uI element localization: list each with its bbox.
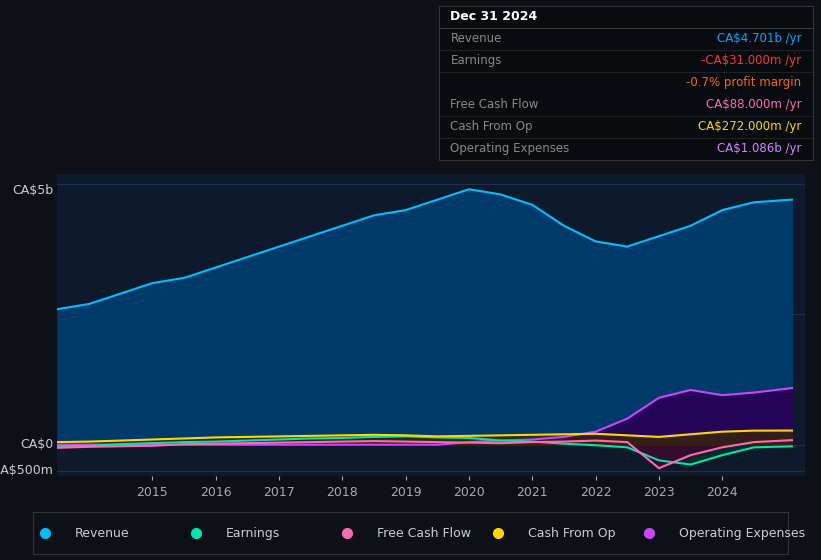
Text: Operating Expenses: Operating Expenses — [680, 527, 805, 540]
Text: CA$0: CA$0 — [21, 438, 53, 451]
Text: CA$4.701b /yr: CA$4.701b /yr — [717, 32, 801, 45]
Text: Operating Expenses: Operating Expenses — [451, 142, 570, 155]
Text: CA$272.000m /yr: CA$272.000m /yr — [698, 120, 801, 133]
Text: Free Cash Flow: Free Cash Flow — [378, 527, 471, 540]
Text: -CA$31.000m /yr: -CA$31.000m /yr — [701, 54, 801, 67]
Text: CA$1.086b /yr: CA$1.086b /yr — [717, 142, 801, 155]
Text: Dec 31 2024: Dec 31 2024 — [451, 10, 538, 23]
Text: CA$88.000m /yr: CA$88.000m /yr — [706, 98, 801, 111]
Text: Revenue: Revenue — [451, 32, 502, 45]
Text: -CA$500m: -CA$500m — [0, 464, 53, 477]
Text: Cash From Op: Cash From Op — [529, 527, 616, 540]
Text: -0.7% profit margin: -0.7% profit margin — [686, 76, 801, 89]
Text: Earnings: Earnings — [451, 54, 502, 67]
Text: Cash From Op: Cash From Op — [451, 120, 533, 133]
Text: Revenue: Revenue — [76, 527, 130, 540]
Text: Earnings: Earnings — [227, 527, 281, 540]
Text: Free Cash Flow: Free Cash Flow — [451, 98, 539, 111]
Text: CA$5b: CA$5b — [12, 184, 53, 197]
